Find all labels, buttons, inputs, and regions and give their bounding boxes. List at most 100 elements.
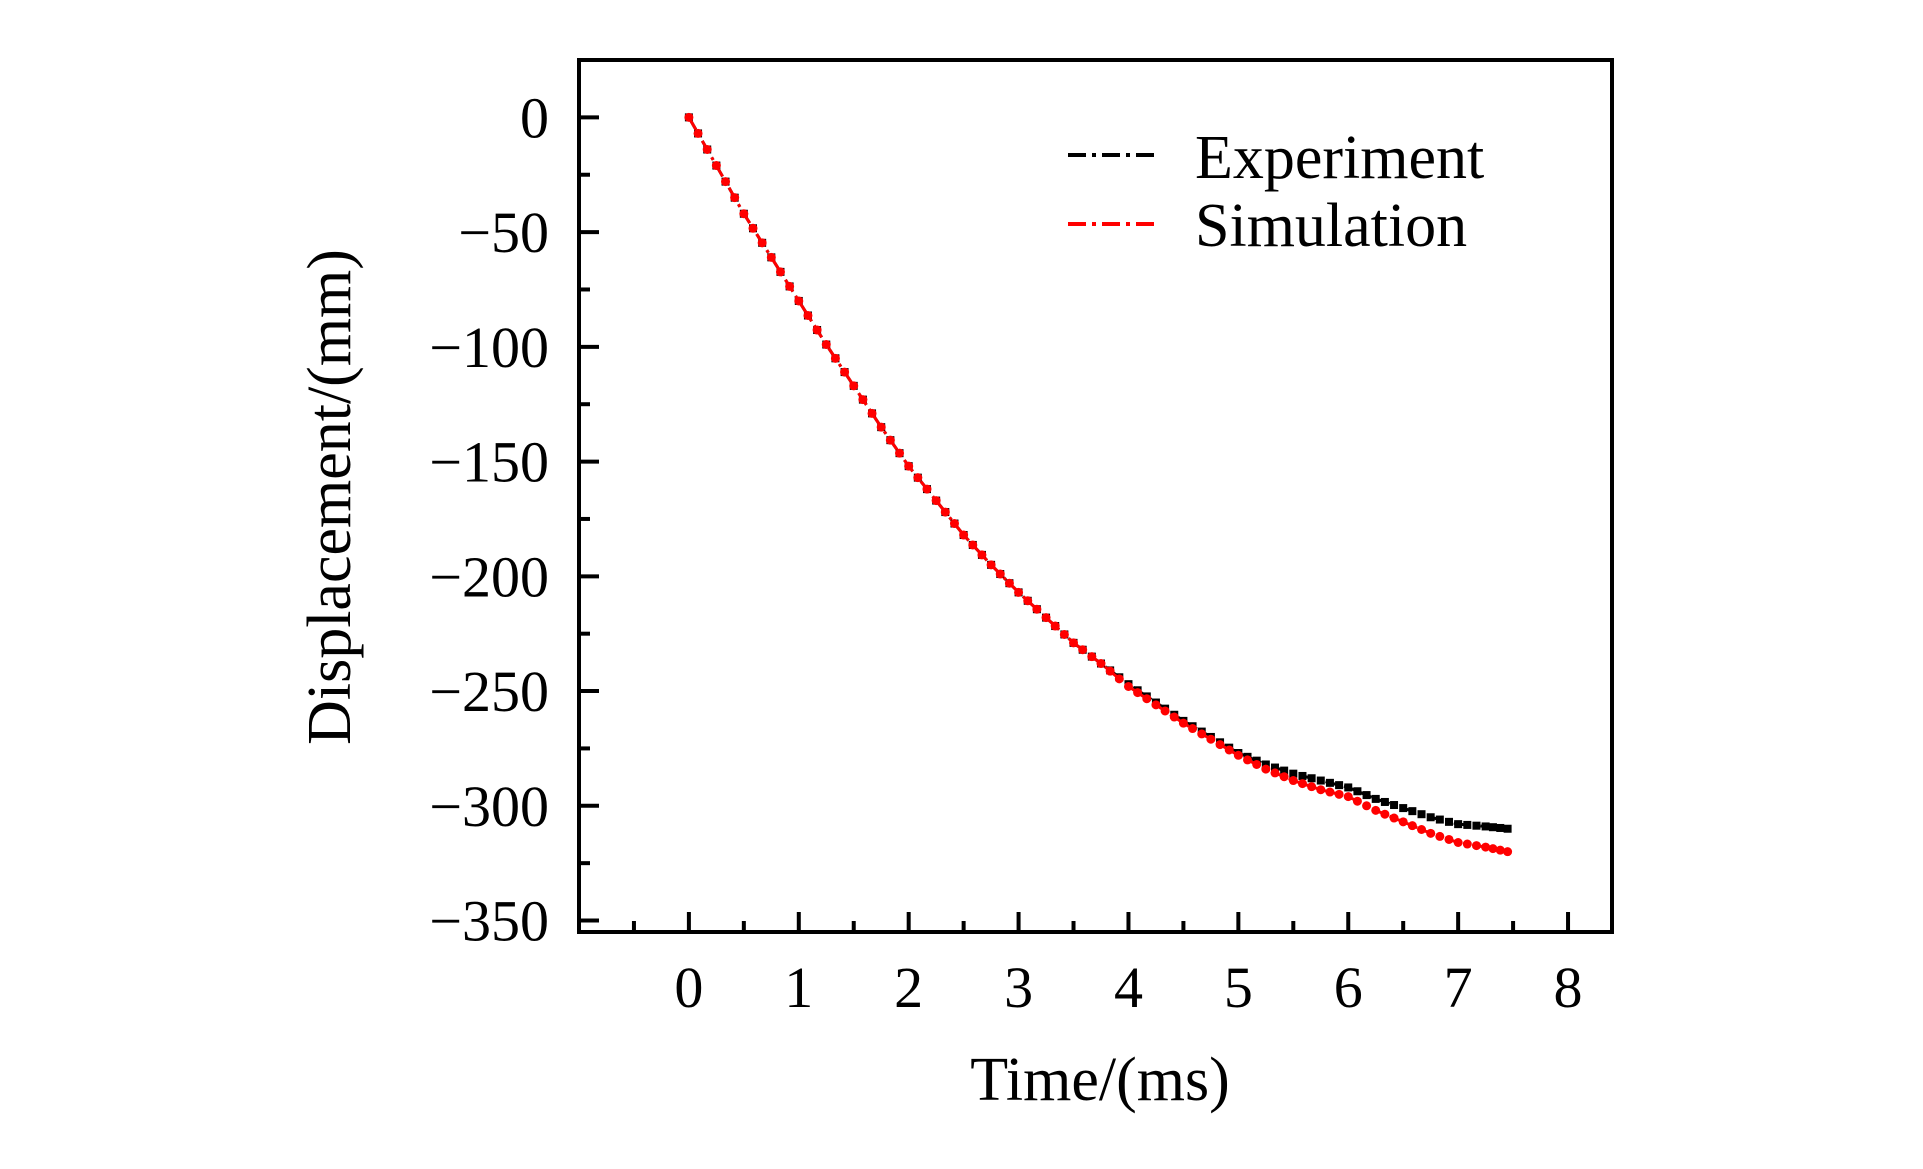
data-point-experiment	[1481, 822, 1490, 831]
data-point-simulation	[1297, 779, 1307, 789]
data-point-simulation	[1050, 621, 1060, 631]
data-point-simulation	[876, 422, 886, 432]
data-point-simulation	[867, 408, 877, 418]
data-point-simulation	[895, 448, 905, 458]
data-point-simulation	[1096, 659, 1106, 669]
data-point-simulation	[785, 281, 795, 291]
data-point-experiment	[1289, 769, 1298, 778]
y-tick-labels: 0 −50 −100 −150 −200 −250 −300 −350	[429, 85, 549, 953]
data-point-simulation	[1151, 700, 1161, 710]
data-point-simulation	[1059, 629, 1069, 639]
data-point-simulation	[931, 496, 941, 506]
data-point-experiment	[1280, 766, 1289, 775]
data-point-simulation	[1133, 688, 1143, 698]
data-point-experiment	[1353, 787, 1362, 796]
data-point-simulation	[1371, 805, 1381, 815]
data-point-simulation	[1233, 750, 1243, 760]
data-point-simulation	[1206, 734, 1216, 744]
plot-frame	[577, 58, 1614, 934]
data-point-experiment	[1408, 807, 1417, 816]
data-point-simulation	[1481, 842, 1491, 852]
data-point-simulation	[1307, 782, 1317, 792]
data-point-simulation	[1087, 652, 1097, 662]
data-point-simulation	[757, 238, 767, 248]
data-point-simulation	[1215, 740, 1225, 750]
legend: Experiment Simulation	[1068, 124, 1484, 260]
y-tick-label: 0	[520, 85, 549, 150]
series-group	[684, 112, 1513, 857]
data-point-simulation	[940, 507, 950, 517]
data-point-simulation	[959, 530, 969, 540]
data-point-simulation	[702, 144, 712, 154]
x-tick-label: 6	[1334, 955, 1363, 1020]
data-point-experiment	[1503, 824, 1512, 833]
data-point-simulation	[885, 435, 895, 445]
data-point-simulation	[1114, 674, 1124, 684]
data-point-experiment	[1270, 763, 1279, 772]
data-point-simulation	[913, 473, 923, 483]
data-point-simulation	[1343, 792, 1353, 802]
data-point-simulation	[986, 560, 996, 570]
data-point-simulation	[684, 112, 694, 122]
data-point-simulation	[1142, 694, 1152, 704]
data-point-simulation	[821, 340, 831, 350]
data-point-experiment	[1435, 815, 1444, 824]
data-point-simulation	[904, 461, 914, 471]
x-tick-label: 8	[1554, 955, 1583, 1020]
y-tick-label: −350	[429, 889, 549, 954]
y-tick-label: −200	[429, 544, 549, 609]
legend-label-experiment: Experiment	[1195, 124, 1484, 192]
data-point-simulation	[739, 209, 749, 219]
x-axis-label: Time/(ms)	[970, 1046, 1230, 1114]
data-point-simulation	[977, 550, 987, 560]
data-point-simulation	[949, 519, 959, 529]
data-point-experiment	[1344, 783, 1353, 792]
axis-ticks	[579, 115, 1571, 932]
x-tick-label: 7	[1444, 955, 1473, 1020]
data-point-simulation	[730, 193, 740, 203]
data-point-experiment	[1390, 801, 1399, 810]
data-point-simulation	[1252, 759, 1262, 769]
data-point-simulation	[1041, 613, 1051, 623]
data-point-simulation	[1279, 772, 1289, 782]
data-point-simulation	[1078, 645, 1088, 655]
data-point-experiment	[1307, 774, 1316, 783]
data-point-simulation	[1261, 764, 1271, 774]
data-point-simulation	[1123, 681, 1133, 691]
data-point-simulation	[1032, 604, 1042, 614]
data-point-experiment	[1426, 813, 1435, 822]
data-point-experiment	[1325, 778, 1334, 787]
data-point-simulation	[858, 395, 868, 405]
x-tick-label: 0	[674, 955, 703, 1020]
data-point-experiment	[1298, 771, 1307, 780]
data-point-simulation	[1398, 817, 1408, 827]
data-point-simulation	[1453, 838, 1463, 848]
legend-label-simulation: Simulation	[1195, 192, 1467, 260]
data-point-simulation	[1105, 666, 1115, 676]
data-point-simulation	[1316, 785, 1326, 795]
data-point-simulation	[1023, 596, 1033, 606]
data-point-simulation	[1471, 841, 1481, 851]
data-point-experiment	[1316, 776, 1325, 785]
data-point-simulation	[1380, 809, 1390, 819]
data-point-simulation	[1362, 801, 1372, 811]
data-point-experiment	[1417, 810, 1426, 819]
data-point-simulation	[849, 381, 859, 391]
y-tick-label: −150	[429, 430, 549, 495]
data-point-simulation	[1288, 776, 1298, 786]
data-point-experiment	[1335, 781, 1344, 790]
data-point-simulation	[1243, 755, 1253, 765]
data-point-experiment	[1488, 823, 1497, 832]
data-point-simulation	[1444, 834, 1454, 844]
x-tick-label: 3	[1004, 955, 1033, 1020]
data-point-experiment	[1472, 821, 1481, 830]
data-point-simulation	[1160, 706, 1170, 716]
data-point-experiment	[1362, 791, 1371, 800]
data-point-simulation	[794, 296, 804, 306]
data-point-simulation	[995, 569, 1005, 579]
x-tick-label: 2	[894, 955, 923, 1020]
data-point-simulation	[803, 310, 813, 320]
y-axis-label: Displacement/(mm)	[296, 249, 364, 745]
data-point-simulation	[693, 128, 703, 138]
data-point-simulation	[748, 223, 758, 233]
